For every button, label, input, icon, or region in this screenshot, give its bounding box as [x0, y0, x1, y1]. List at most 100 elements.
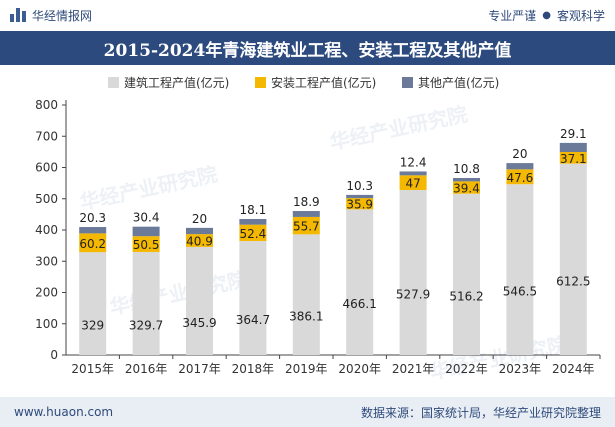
y-tick-label: 400: [35, 223, 58, 237]
slogan-left: 专业严谨: [488, 8, 537, 23]
bar-segment: [346, 194, 374, 199]
data-label: 50.5: [133, 238, 160, 252]
legend-swatch: [255, 77, 266, 88]
x-tick-label: 2024年: [552, 362, 595, 376]
y-tick-label: 500: [35, 192, 58, 206]
x-tick-label: 2022年: [445, 362, 488, 376]
x-tick-label: 2018年: [232, 362, 275, 376]
data-label: 18.1: [240, 203, 267, 217]
bar-segment: [559, 163, 587, 355]
bar-segment: [559, 142, 587, 152]
bar-segment: [79, 252, 107, 355]
x-tick-label: 2019年: [285, 362, 328, 376]
data-label: 329: [81, 319, 104, 333]
brand: 华经情报网: [10, 7, 92, 24]
legend-swatch: [108, 77, 119, 88]
bar-segment: [346, 209, 374, 355]
data-label: 55.7: [293, 220, 320, 234]
data-label: 35.9: [346, 198, 373, 212]
data-label: 329.7: [129, 318, 163, 332]
footer-source: 数据来源：国家统计局，华经产业研究院整理: [360, 405, 601, 420]
x-tick-label: 2020年: [338, 362, 381, 376]
data-label: 52.4: [240, 227, 267, 241]
bar-segment: [239, 219, 267, 225]
data-label: 47: [405, 177, 420, 191]
watermark-text: 华经产业研究院: [108, 267, 250, 320]
data-label: 12.4: [400, 155, 427, 169]
bar-segment: [506, 163, 534, 170]
data-label: 30.4: [133, 211, 160, 225]
brand-logo-icon: [10, 8, 26, 22]
data-label: 37.1: [560, 152, 587, 166]
y-tick-label: 300: [35, 254, 58, 268]
y-tick-label: 200: [35, 286, 58, 300]
data-label: 20: [512, 147, 527, 161]
data-label: 546.5: [503, 285, 537, 299]
bar-segment: [186, 246, 213, 355]
bar-segment: [292, 234, 320, 355]
slogan: 专业严谨 ● 客观科学: [488, 7, 605, 24]
y-tick-label: 600: [35, 161, 58, 175]
x-tick-label: 2021年: [392, 362, 435, 376]
watermark-text: 华经产业研究院: [328, 102, 470, 155]
data-label: 466.1: [343, 297, 377, 311]
bar-segment: [559, 152, 587, 164]
bar-segment: [186, 234, 213, 247]
bar-segment: [506, 169, 534, 185]
data-label: 612.5: [556, 274, 590, 288]
bar-segment: [79, 233, 107, 253]
legend-label: 建筑工程产值(亿元): [124, 75, 229, 90]
bar-segment: [132, 236, 160, 252]
watermark-text: 华经产业研究院: [428, 332, 570, 385]
data-label: 364.7: [236, 313, 270, 327]
bar-segment: [186, 227, 213, 235]
top-bar: 华经情报网 专业严谨 ● 客观科学: [0, 0, 615, 30]
bar-segment: [399, 190, 427, 355]
bar-segment: [399, 175, 427, 191]
data-label: 345.9: [182, 316, 216, 330]
y-tick-label: 0: [50, 348, 58, 362]
bar-segment: [453, 178, 480, 182]
y-tick-label: 800: [35, 98, 58, 112]
chart-title: 2015-2024年青海建筑业工程、安装工程及其他产值: [0, 31, 615, 65]
data-label: 527.9: [396, 288, 430, 302]
data-label: 10.3: [346, 179, 373, 193]
footer: www.huaon.com 数据来源：国家统计局，华经产业研究院整理: [0, 397, 615, 427]
data-label: 20: [192, 212, 207, 226]
x-tick-label: 2023年: [499, 362, 542, 376]
bar-segment: [346, 198, 374, 210]
bar-segment: [292, 211, 320, 217]
x-tick-label: 2017年: [178, 362, 221, 376]
data-label: 20.3: [79, 211, 106, 225]
footer-website: www.huaon.com: [14, 405, 114, 419]
bar-segment: [239, 241, 267, 355]
data-label: 40.9: [186, 235, 213, 249]
y-tick-label: 100: [35, 317, 58, 331]
bar-segment: [292, 216, 320, 235]
watermark-text: 华经产业研究院: [78, 162, 220, 215]
data-label: 29.1: [560, 127, 587, 141]
legend-swatch: [402, 77, 413, 88]
slogan-separator: ●: [542, 9, 551, 21]
x-tick-label: 2015年: [71, 362, 114, 376]
data-label: 18.9: [293, 195, 320, 209]
data-label: 10.8: [453, 162, 480, 176]
bar-segment: [453, 193, 480, 355]
bar-segment: [132, 251, 160, 355]
legend-label: 安装工程产值(亿元): [271, 75, 376, 90]
data-label: 386.1: [289, 310, 323, 324]
bar-segment: [132, 226, 160, 237]
bar-segment: [79, 227, 107, 234]
data-label: 39.4: [453, 182, 480, 196]
data-label: 47.6: [507, 171, 534, 185]
data-label: 60.2: [79, 237, 106, 251]
brand-name: 华经情报网: [32, 8, 93, 23]
data-label: 516.2: [449, 289, 483, 303]
legend-label: 其他产值(亿元): [418, 75, 499, 90]
bar-segment: [453, 181, 480, 194]
slogan-right: 客观科学: [556, 8, 605, 23]
x-tick-label: 2016年: [125, 362, 168, 376]
bar-segment: [399, 171, 427, 176]
bar-segment: [506, 184, 534, 355]
